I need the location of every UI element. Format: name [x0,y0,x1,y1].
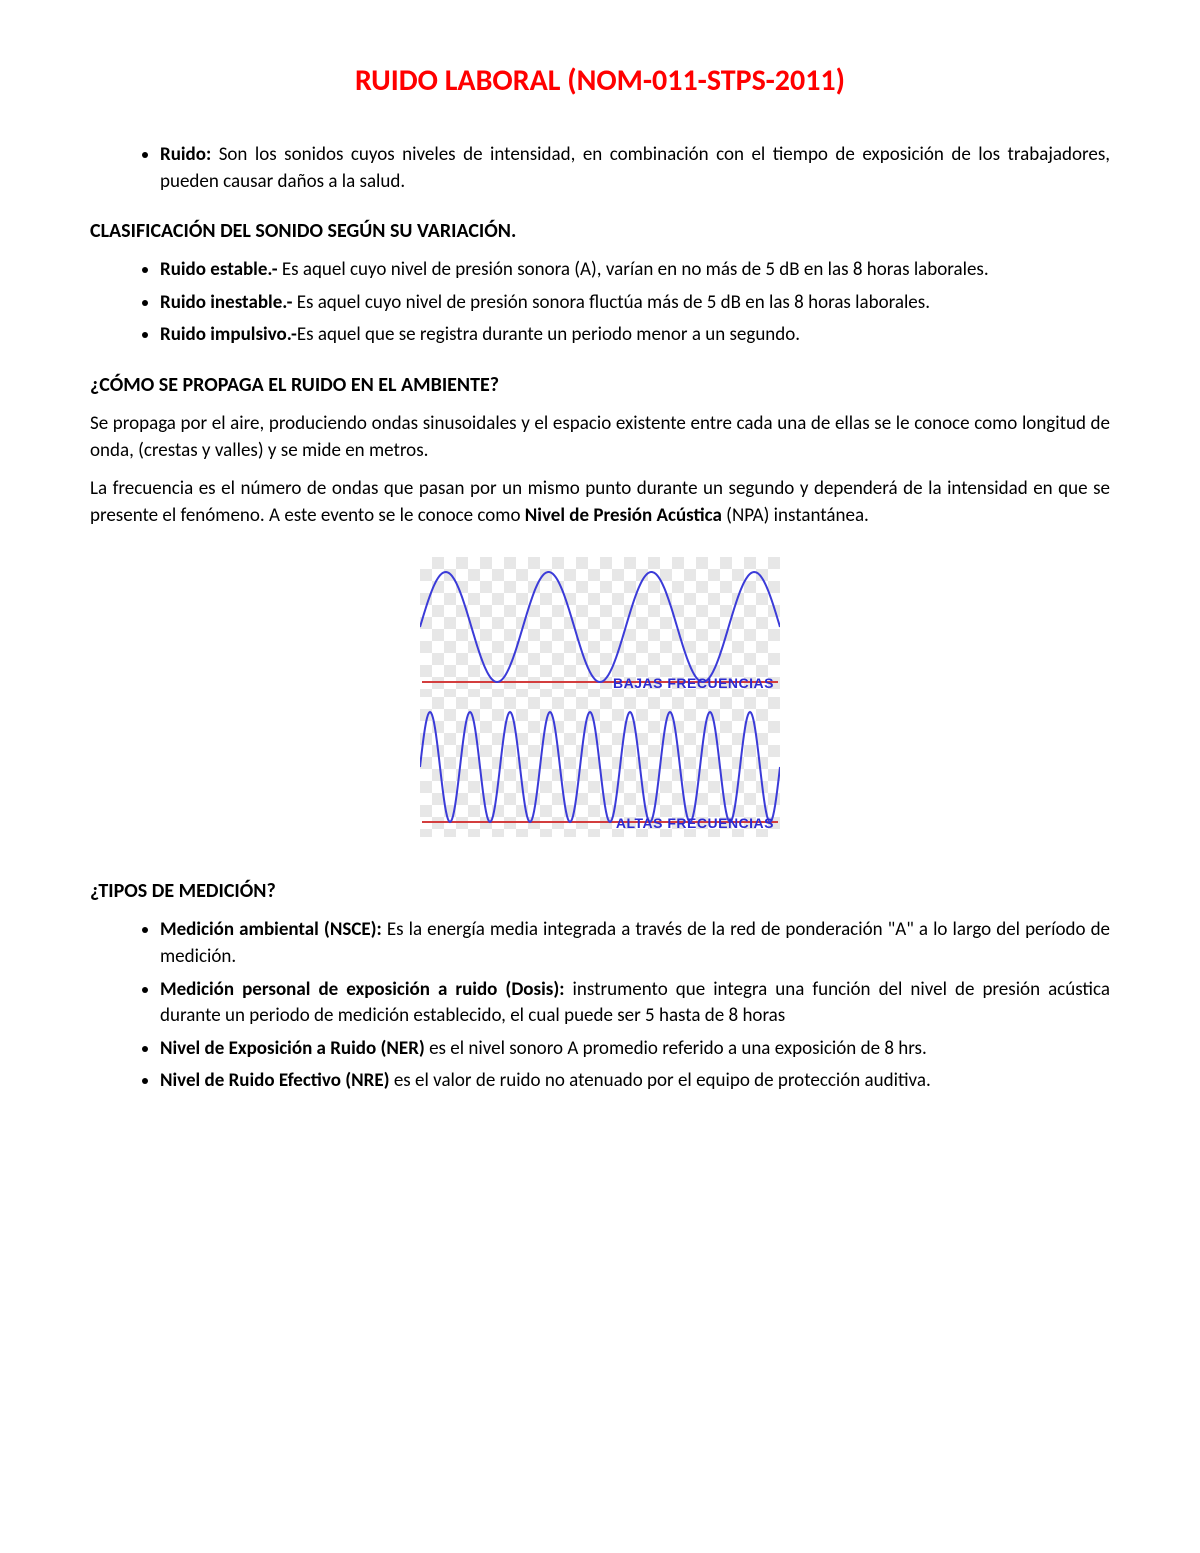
low-frequency-panel: BAJAS FRECUENCIAS [420,557,780,697]
measurement-item: Medición ambiental (NSCE): Es la energía… [160,917,1110,970]
intro-list: Ruido: Son los sonidos cuyos niveles de … [90,142,1110,195]
low-frequency-label: BAJAS FRECUENCIAS [613,674,774,694]
classification-term: Ruido impulsivo.- [160,323,297,346]
figure-container: BAJAS FRECUENCIAS ALTAS FRECUENCIAS [90,557,1110,837]
heading-measurement: ¿TIPOS DE MEDICIÓN? [90,877,1110,905]
classification-item: Ruido impulsivo.-Es aquel que se registr… [160,322,1110,349]
measurement-text: es el nivel sonoro A promedio referido a… [425,1037,927,1060]
intro-item: Ruido: Son los sonidos cuyos niveles de … [160,142,1110,195]
propagation-p2-bold: Nivel de Presión Acústica [525,504,722,527]
measurement-term: Medición ambiental (NSCE): [160,918,382,941]
classification-item: Ruido estable.- Es aquel cuyo nivel de p… [160,257,1110,284]
high-frequency-label: ALTAS FRECUENCIAS [616,814,774,834]
high-frequency-panel: ALTAS FRECUENCIAS [420,697,780,837]
measurement-item: Nivel de Exposición a Ruido (NER) es el … [160,1036,1110,1063]
intro-term: Ruido: [160,143,211,166]
measurement-term: Medición personal de exposición a ruido … [160,978,565,1001]
heading-propagation: ¿CÓMO SE PROPAGA EL RUIDO EN EL AMBIENTE… [90,371,1110,399]
page-title: RUIDO LABORAL (NOM-011-STPS-2011) [90,60,1110,102]
measurement-term: Nivel de Exposición a Ruido (NER) [160,1037,425,1060]
measurement-list: Medición ambiental (NSCE): Es la energía… [90,917,1110,1095]
measurement-item: Nivel de Ruido Efectivo (NRE) es el valo… [160,1068,1110,1095]
measurement-term: Nivel de Ruido Efectivo (NRE) [160,1069,390,1092]
propagation-p2-tail: (NPA) instantánea. [722,504,869,527]
intro-text: Son los sonidos cuyos niveles de intensi… [160,143,1110,193]
classification-text: Es aquel cuyo nivel de presión sonora (A… [278,258,989,281]
classification-text: Es aquel cuyo nivel de presión sonora fl… [292,291,930,314]
heading-classification: CLASIFICACIÓN DEL SONIDO SEGÚN SU VARIAC… [90,217,1110,245]
propagation-p1: Se propaga por el aire, produciendo onda… [90,411,1110,464]
classification-term: Ruido inestable.- [160,291,292,314]
classification-text: Es aquel que se registra durante un peri… [297,323,800,346]
wave-figure: BAJAS FRECUENCIAS ALTAS FRECUENCIAS [420,557,780,837]
classification-term: Ruido estable.- [160,258,278,281]
measurement-text: es el valor de ruido no atenuado por el … [390,1069,931,1092]
propagation-p2: La frecuencia es el número de ondas que … [90,476,1110,529]
classification-item: Ruido inestable.- Es aquel cuyo nivel de… [160,290,1110,317]
classification-list: Ruido estable.- Es aquel cuyo nivel de p… [90,257,1110,349]
measurement-item: Medición personal de exposición a ruido … [160,977,1110,1030]
